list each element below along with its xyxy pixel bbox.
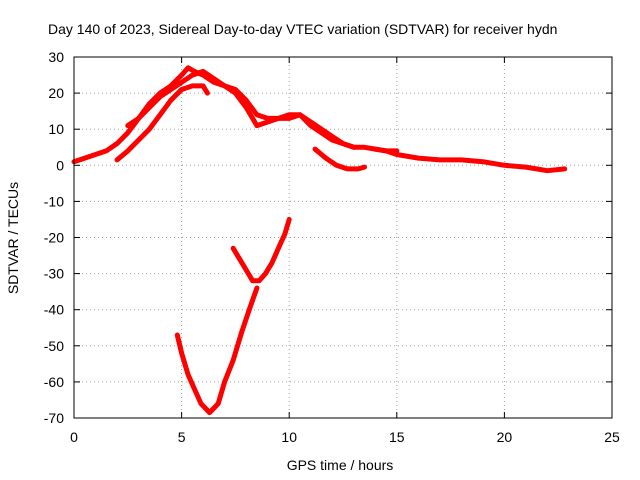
y-tick-label: 0: [56, 157, 64, 173]
x-tick-label: 0: [70, 429, 78, 445]
y-tick-label: -60: [44, 374, 64, 390]
series-line-arc-3: [125, 68, 357, 150]
y-axis-label: SDTVAR / TECUs: [5, 182, 21, 294]
series-line-arc-7: [230, 216, 292, 284]
series-line-arc-2: [114, 83, 210, 163]
y-tick-label: -20: [44, 230, 64, 246]
x-tick-label: 10: [281, 429, 297, 445]
data-series: [71, 65, 568, 416]
axis-ticks: 0 5 10 15 20 25 30 20 10 0 -10 -20 -30 -40 -50 -60 -70: [44, 49, 620, 445]
series-line-arc-4: [372, 146, 568, 174]
y-tick-label: -40: [44, 302, 64, 318]
y-tick-label: 10: [48, 121, 64, 137]
y-tick-label: -30: [44, 266, 64, 282]
series-line-arc-5: [312, 146, 367, 172]
series-line-arc-6: [174, 285, 260, 416]
y-tick-label: -70: [44, 410, 64, 426]
y-tick-label: -10: [44, 193, 64, 209]
chart-title: Day 140 of 2023, Sidereal Day-to-day VTE…: [48, 21, 557, 37]
y-tick-label: 20: [48, 85, 64, 101]
x-tick-label: 5: [178, 429, 186, 445]
y-tick-label: 30: [48, 49, 64, 65]
x-tick-label: 15: [389, 429, 405, 445]
y-tick-label: -50: [44, 338, 64, 354]
x-axis-label: GPS time / hours: [287, 457, 394, 473]
grid-lines: [74, 57, 612, 418]
x-tick-label: 25: [604, 429, 620, 445]
x-tick-label: 20: [497, 429, 513, 445]
